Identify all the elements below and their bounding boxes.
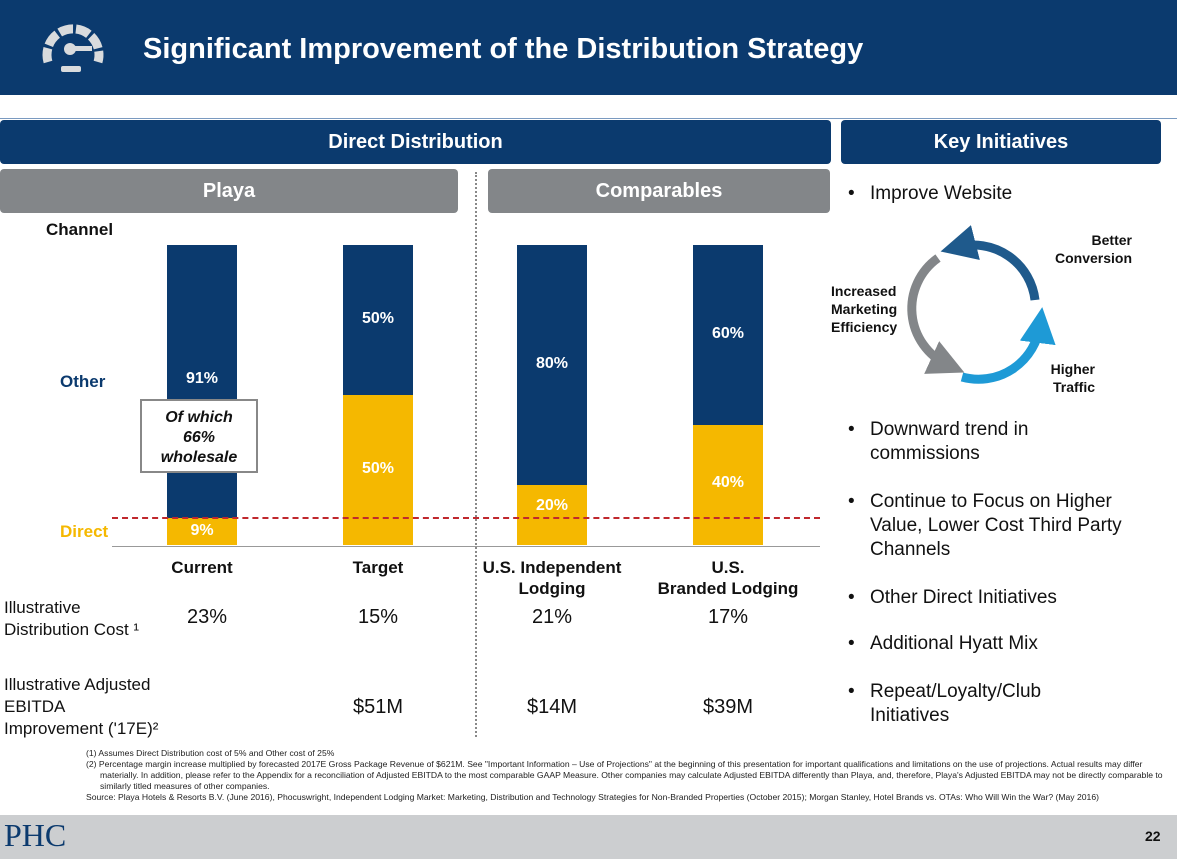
category-label-line: Lodging — [518, 579, 586, 598]
data-label-other: 50% — [361, 310, 395, 327]
category-label-line: Target — [352, 558, 404, 577]
distribution-cost-value: 23% — [186, 606, 228, 628]
distribution-cost-value: 15% — [357, 606, 399, 628]
key-initiatives-header: Key Initiatives — [841, 120, 1161, 164]
row-label-line: Improvement ('17E)² — [4, 719, 159, 738]
phc-logo: PHC — [4, 817, 67, 853]
bar-other — [517, 245, 587, 485]
category-label: U.S. Independent Lodging — [462, 557, 642, 599]
channel-label: Channel — [46, 220, 114, 239]
data-label-direct: 40% — [711, 474, 745, 491]
category-label-line: Current — [171, 558, 233, 577]
row-label-line: Distribution Cost ¹ — [4, 620, 140, 639]
ebitda-value: $39M — [702, 696, 754, 718]
callout-line: 66% — [182, 429, 216, 446]
source-note: Source: Playa Hotels & Resorts B.V. (Jun… — [86, 792, 1099, 802]
speedometer-icon — [42, 24, 104, 72]
header-bar — [0, 0, 1177, 95]
cycle-label-left: Increased Marketing Efficiency — [831, 283, 898, 335]
footnote-2: (2) Percentage margin increase multiplie… — [86, 759, 1163, 791]
data-label-other: 91% — [185, 370, 219, 387]
arrow-higher-traffic — [960, 307, 1056, 384]
direct-label: Direct — [60, 522, 109, 541]
x-axis — [112, 546, 820, 547]
row-label-line: EBITDA — [4, 697, 66, 716]
row-label-line: Illustrative Adjusted — [4, 675, 151, 694]
playa-header: Playa — [0, 169, 458, 213]
data-label-direct: 50% — [361, 460, 395, 477]
bar-direct — [517, 485, 587, 545]
initiative-item: Continue to Focus on Higher Value, Lower… — [848, 490, 1148, 562]
bar-other — [693, 245, 763, 425]
other-label: Other — [60, 372, 106, 391]
footer-bar — [0, 815, 1177, 859]
arrow-marketing-efficiency — [907, 254, 965, 374]
distribution-cost-value: 17% — [707, 606, 749, 628]
page-number: 22 — [1145, 828, 1161, 844]
reference-line — [112, 517, 820, 519]
ebitda-value: $14M — [526, 696, 578, 718]
callout-line: Of which — [165, 409, 233, 426]
data-label-other: 60% — [711, 325, 745, 342]
category-label: Current — [112, 557, 292, 578]
category-label: Target — [288, 557, 468, 578]
ebitda-row-label: Illustrative Adjusted EBITDA Improvement… — [4, 674, 158, 740]
section-divider — [475, 172, 477, 737]
cycle-label-top: Better Conversion — [1054, 232, 1132, 266]
ebitda-value: $51M — [352, 696, 404, 718]
initiative-item: Downward trend in commissions — [848, 418, 1148, 466]
page-title: Significant Improvement of the Distribut… — [143, 33, 864, 65]
data-label-other: 80% — [535, 355, 569, 372]
callout-line: wholesale — [160, 449, 238, 466]
initiative-item: Other Direct Initiatives — [848, 586, 1148, 610]
data-label-direct: 9% — [190, 522, 214, 539]
arrow-better-conversion — [940, 225, 1040, 301]
bar-other — [343, 245, 413, 395]
category-label-line: U.S. — [711, 558, 745, 577]
footnotes: (1) Assumes Direct Distribution cost of … — [86, 748, 1176, 803]
direct-distribution-header: Direct Distribution — [0, 120, 831, 164]
initiative-item: Improve Website — [848, 182, 1148, 206]
bar-direct — [693, 425, 763, 545]
footnote-1: (1) Assumes Direct Distribution cost of … — [86, 748, 335, 758]
wholesale-callout: Of which 66% wholesale — [140, 399, 258, 473]
category-label: U.S. Branded Lodging — [638, 557, 818, 599]
category-label-line: U.S. Independent — [482, 558, 622, 577]
comparables-header: Comparables — [488, 169, 830, 213]
initiative-item: Repeat/Loyalty/Club Initiatives — [848, 680, 1148, 728]
cost-row-label: Illustrative Distribution Cost ¹ — [4, 597, 139, 641]
distribution-cost-value: 21% — [531, 606, 573, 628]
data-label-direct: 20% — [535, 497, 569, 514]
row-label-line: Illustrative — [4, 598, 81, 617]
cycle-diagram — [907, 225, 1056, 384]
bar-direct — [167, 518, 237, 545]
initiative-item: Additional Hyatt Mix — [848, 632, 1148, 656]
category-label-line: Branded Lodging — [657, 579, 799, 598]
divider — [0, 118, 1177, 119]
stacked-bar-chart: 91% 9% Current 23% 50% 50% Target 15% $51M 80% 20%… — [0, 0, 830, 718]
bar-direct — [343, 395, 413, 545]
cycle-label-bottom: Higher Traffic — [1050, 361, 1095, 395]
